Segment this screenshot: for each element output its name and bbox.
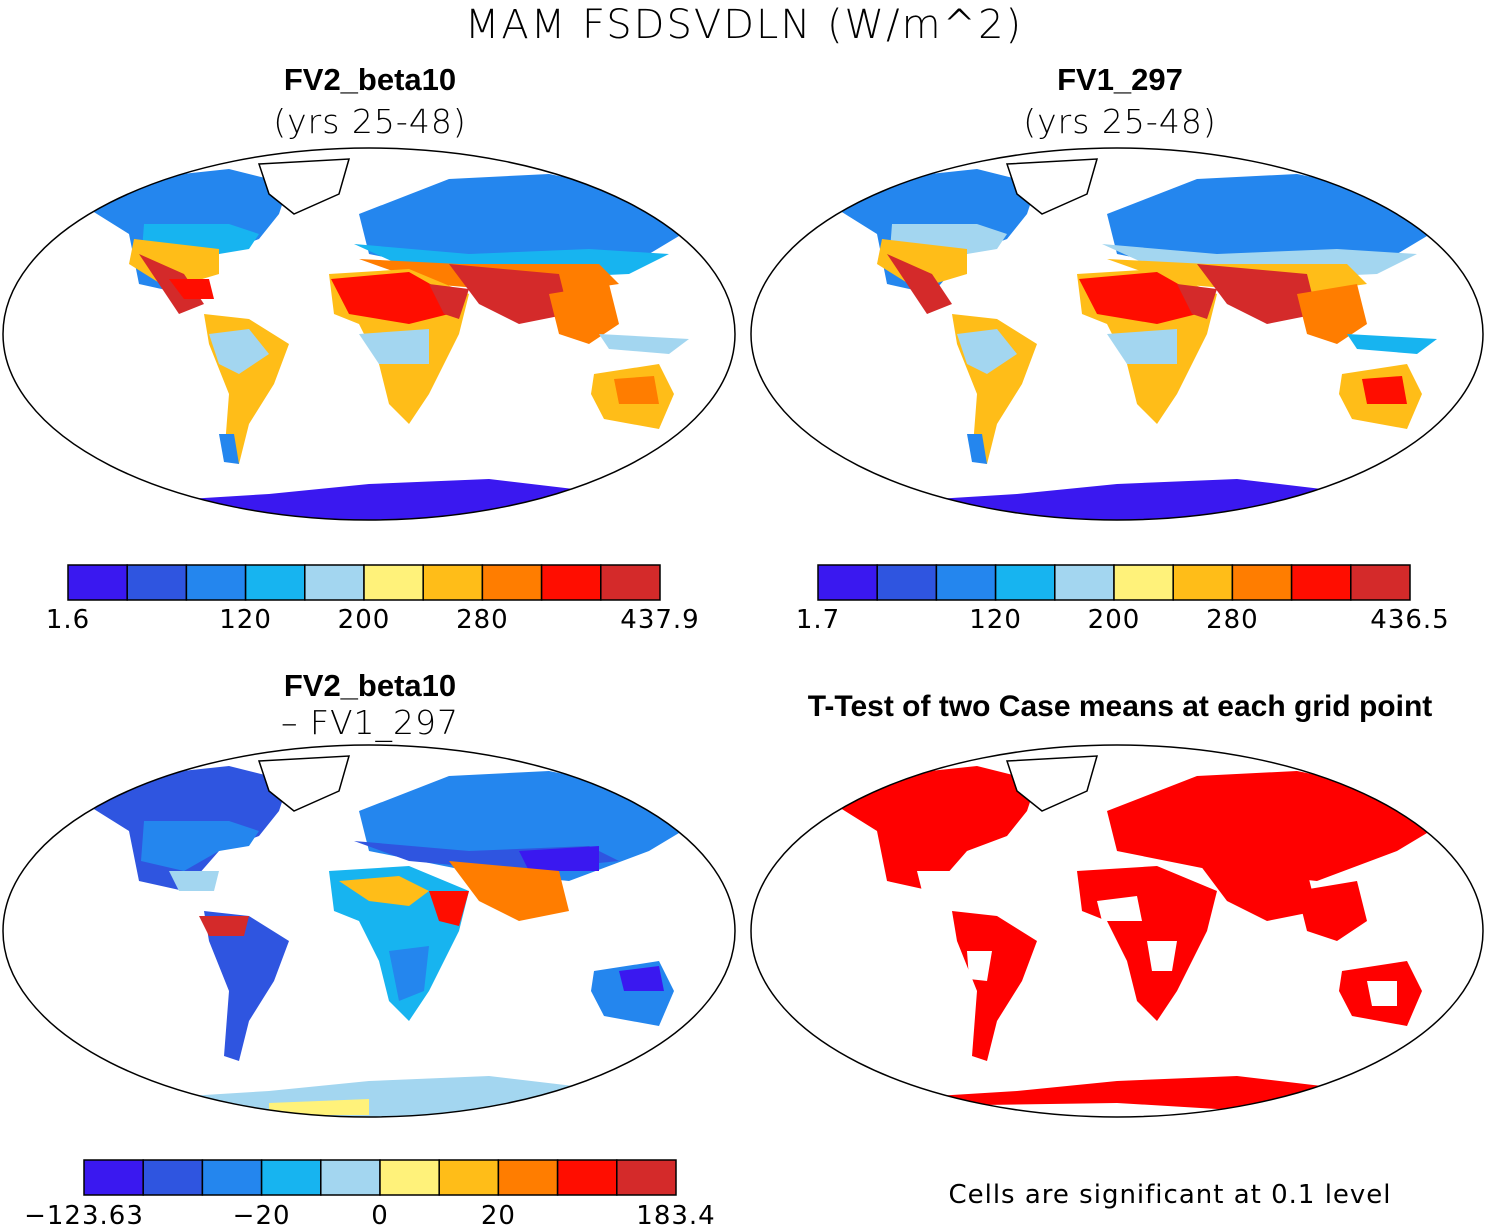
colorbar-bin bbox=[1054, 564, 1115, 601]
colorbar-bin bbox=[540, 564, 602, 601]
figure-title: MAM FSDSVDLN (W/m^2) bbox=[464, 2, 1024, 48]
colorbar-tick-label: 120 bbox=[969, 605, 1022, 635]
colorbar-bin bbox=[126, 564, 188, 601]
colorbar-tick-label: 280 bbox=[456, 605, 509, 635]
colorbar-bin bbox=[83, 1159, 144, 1196]
colorbar-tick-label: 183.4 bbox=[636, 1201, 715, 1227]
colorbar-bin bbox=[876, 564, 938, 601]
panel4-footnote: Cells are significant at 0.1 level bbox=[948, 1180, 1392, 1210]
colorbar-tick-label: 120 bbox=[219, 605, 272, 635]
colorbar-tick-label: −20 bbox=[233, 1201, 291, 1227]
colorbar-bin bbox=[379, 1159, 440, 1196]
colorbar-bin bbox=[556, 1159, 618, 1196]
panel4-title: T-Test of two Case means at each grid po… bbox=[807, 690, 1433, 723]
panel1-subtitle: (yrs 25-48) bbox=[273, 102, 467, 141]
colorbar-bin bbox=[817, 564, 878, 601]
colorbar-bin bbox=[438, 1159, 500, 1196]
colorbar-bin bbox=[260, 1159, 322, 1196]
colorbar-bin bbox=[201, 1159, 263, 1196]
panel3-colorbar: −123.63 −20 0 20 183.4 bbox=[24, 1159, 715, 1227]
colorbar-bin bbox=[422, 564, 484, 601]
colorbar-bin bbox=[244, 564, 306, 601]
colorbar-tick-label: 0 bbox=[371, 1201, 389, 1227]
colorbar-bin bbox=[994, 564, 1056, 601]
panel3-map bbox=[3, 745, 735, 1117]
colorbar-bin bbox=[497, 1159, 559, 1196]
colorbar-tick-label: 20 bbox=[481, 1201, 516, 1227]
colorbar-tick-label: 437.9 bbox=[620, 605, 699, 635]
panel3-title: FV2_beta10 bbox=[283, 668, 457, 703]
colorbar-bin bbox=[616, 1159, 677, 1196]
colorbar-bin bbox=[304, 564, 365, 601]
colorbar-bin bbox=[185, 564, 247, 601]
panel3-subtitle: – FV1_297 bbox=[280, 703, 460, 742]
colorbar-bin bbox=[481, 564, 543, 601]
colorbar-bin bbox=[1172, 564, 1234, 601]
colorbar-bin bbox=[1231, 564, 1293, 601]
colorbar-bin bbox=[320, 1159, 381, 1196]
colorbar-bin bbox=[1113, 564, 1174, 601]
colorbar-bin bbox=[600, 564, 661, 601]
panel2-title: FV1_297 bbox=[1057, 62, 1183, 97]
panel2-colorbar: 1.7 120 200 280 436.5 bbox=[796, 564, 1449, 635]
colorbar-tick-label: 200 bbox=[338, 605, 391, 635]
panel1-map bbox=[3, 148, 735, 520]
colorbar-tick-label: 436.5 bbox=[1370, 605, 1449, 635]
colorbar-tick-label: 1.6 bbox=[46, 605, 90, 635]
colorbar-tick-label: 200 bbox=[1088, 605, 1141, 635]
panel1-colorbar: 1.6 120 200 280 437.9 bbox=[46, 564, 699, 635]
colorbar-tick-label: 280 bbox=[1206, 605, 1259, 635]
colorbar-bin bbox=[1290, 564, 1352, 601]
colorbar-tick-label: 1.7 bbox=[796, 605, 840, 635]
panel4-map bbox=[751, 745, 1483, 1117]
colorbar-bin bbox=[935, 564, 997, 601]
colorbar-bin bbox=[363, 564, 424, 601]
colorbar-bin bbox=[1350, 564, 1411, 601]
colorbar-bin bbox=[142, 1159, 204, 1196]
panel2-subtitle: (yrs 25-48) bbox=[1023, 102, 1217, 141]
panel2-map bbox=[751, 148, 1483, 520]
colorbar-tick-label: −123.63 bbox=[24, 1201, 144, 1227]
colorbar-bin bbox=[67, 564, 128, 601]
panel1-title: FV2_beta10 bbox=[283, 62, 457, 97]
